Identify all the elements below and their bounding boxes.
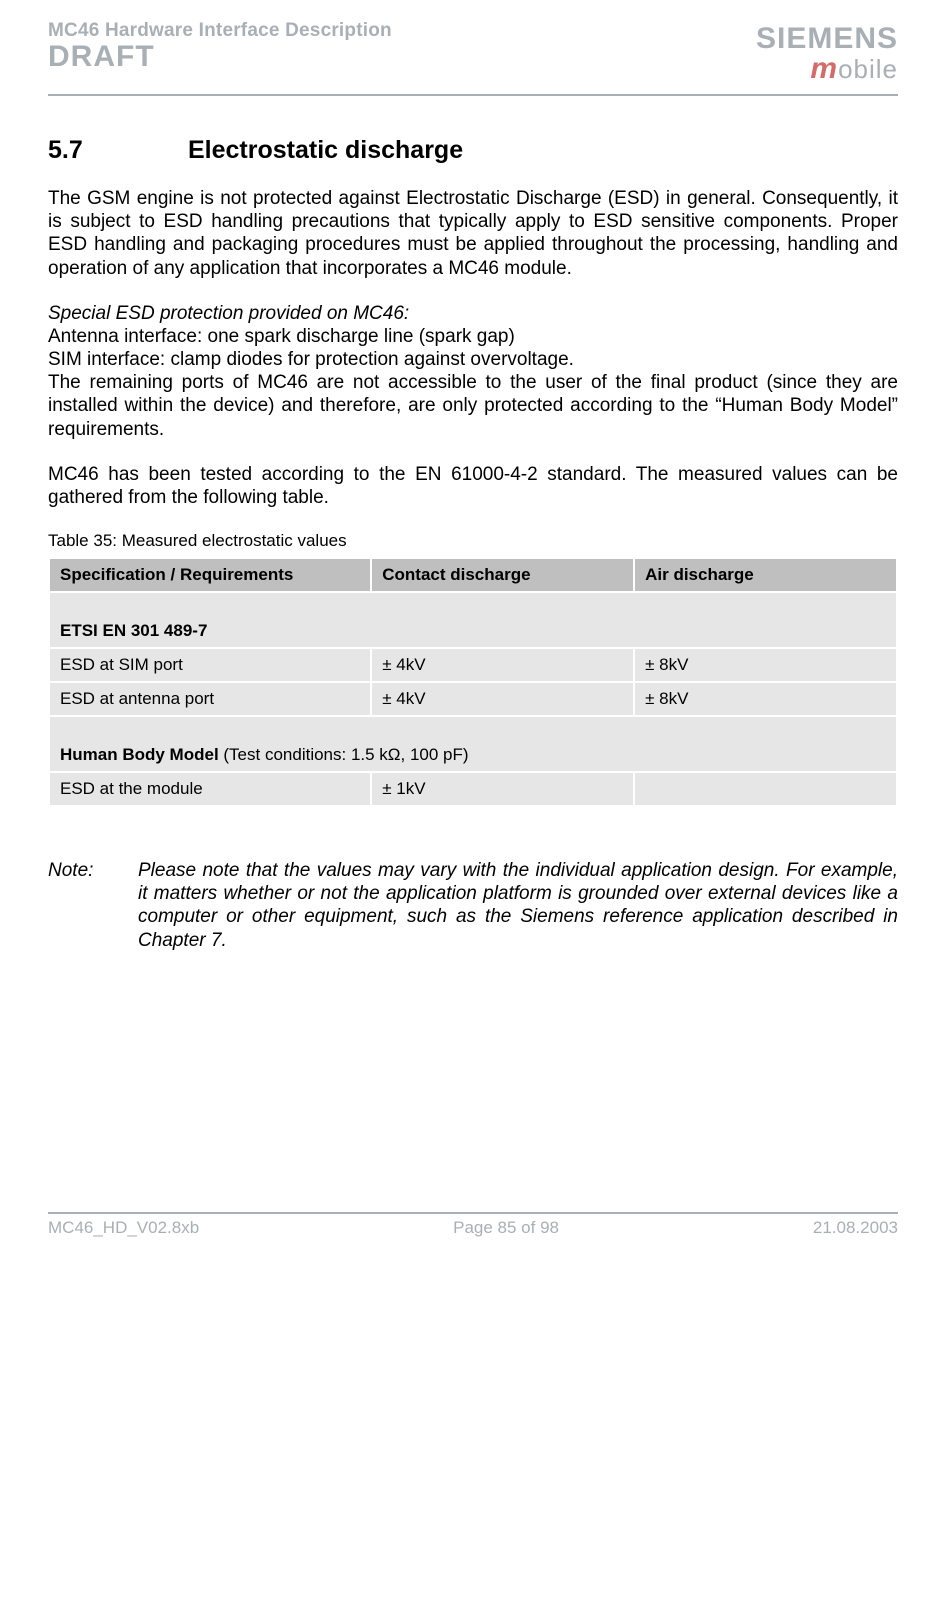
draft-label: DRAFT xyxy=(48,40,392,74)
footer-left: MC46_HD_V02.8xb xyxy=(48,1218,199,1238)
page-header: MC46 Hardware Interface Description DRAF… xyxy=(48,20,898,86)
header-right: SIEMENS mobile xyxy=(756,20,898,86)
table-header-row: Specification / Requirements Contact dis… xyxy=(49,558,897,592)
subheader-hbm-bold: Human Body Model xyxy=(60,745,219,764)
cell-air: ± 8kV xyxy=(634,682,897,716)
cell-spec: ESD at the module xyxy=(49,772,371,806)
subheader-etsi: ETSI EN 301 489-7 xyxy=(49,592,897,648)
paragraph-1: The GSM engine is not protected against … xyxy=(48,187,898,280)
note-label: Note: xyxy=(48,859,138,952)
section-number: 5.7 xyxy=(48,136,188,165)
table-caption: Table 35: Measured electrostatic values xyxy=(48,531,898,551)
cell-contact: ± 4kV xyxy=(371,648,634,682)
page-footer: MC46_HD_V02.8xb Page 85 of 98 21.08.2003 xyxy=(48,1218,898,1238)
cell-contact: ± 4kV xyxy=(371,682,634,716)
p2-line2: SIM interface: clamp diodes for protecti… xyxy=(48,348,898,371)
subheader-hbm: Human Body Model (Test conditions: 1.5 k… xyxy=(49,716,897,772)
table-subheader-row: Human Body Model (Test conditions: 1.5 k… xyxy=(49,716,897,772)
note-body: Please note that the values may vary wit… xyxy=(138,859,898,952)
cell-contact: ± 1kV xyxy=(371,772,634,806)
subheader-hbm-rest: (Test conditions: 1.5 kΩ, 100 pF) xyxy=(219,745,469,764)
cell-spec: ESD at antenna port xyxy=(49,682,371,716)
th-air: Air discharge xyxy=(634,558,897,592)
doc-title: MC46 Hardware Interface Description xyxy=(48,20,392,42)
esd-table: Specification / Requirements Contact dis… xyxy=(48,557,898,807)
brand-mobile: mobile xyxy=(756,52,898,86)
header-left: MC46 Hardware Interface Description DRAF… xyxy=(48,20,392,74)
brand-mobile-m: m xyxy=(810,52,838,85)
table-row: ESD at SIM port ± 4kV ± 8kV xyxy=(49,648,897,682)
table-row: ESD at the module ± 1kV xyxy=(49,772,897,806)
section-heading: 5.7 Electrostatic discharge xyxy=(48,136,898,165)
footer-center: Page 85 of 98 xyxy=(453,1218,559,1238)
cell-air: ± 8kV xyxy=(634,648,897,682)
cell-air xyxy=(634,772,897,806)
brand-mobile-rest: obile xyxy=(838,54,898,84)
p2-line1: Antenna interface: one spark discharge l… xyxy=(48,325,898,348)
paragraph-3: MC46 has been tested according to the EN… xyxy=(48,463,898,509)
note-block: Note: Please note that the values may va… xyxy=(48,859,898,952)
p2-line3: The remaining ports of MC46 are not acce… xyxy=(48,371,898,441)
table-subheader-row: ETSI EN 301 489-7 xyxy=(49,592,897,648)
th-spec: Specification / Requirements xyxy=(49,558,371,592)
footer-rule xyxy=(48,1212,898,1214)
p2-lead: Special ESD protection provided on MC46: xyxy=(48,302,898,325)
brand-siemens: SIEMENS xyxy=(756,22,898,56)
paragraph-2-block: Special ESD protection provided on MC46:… xyxy=(48,302,898,441)
table-row: ESD at antenna port ± 4kV ± 8kV xyxy=(49,682,897,716)
cell-spec: ESD at SIM port xyxy=(49,648,371,682)
section-title: Electrostatic discharge xyxy=(188,136,463,165)
header-rule xyxy=(48,94,898,96)
footer-right: 21.08.2003 xyxy=(813,1218,898,1238)
th-contact: Contact discharge xyxy=(371,558,634,592)
